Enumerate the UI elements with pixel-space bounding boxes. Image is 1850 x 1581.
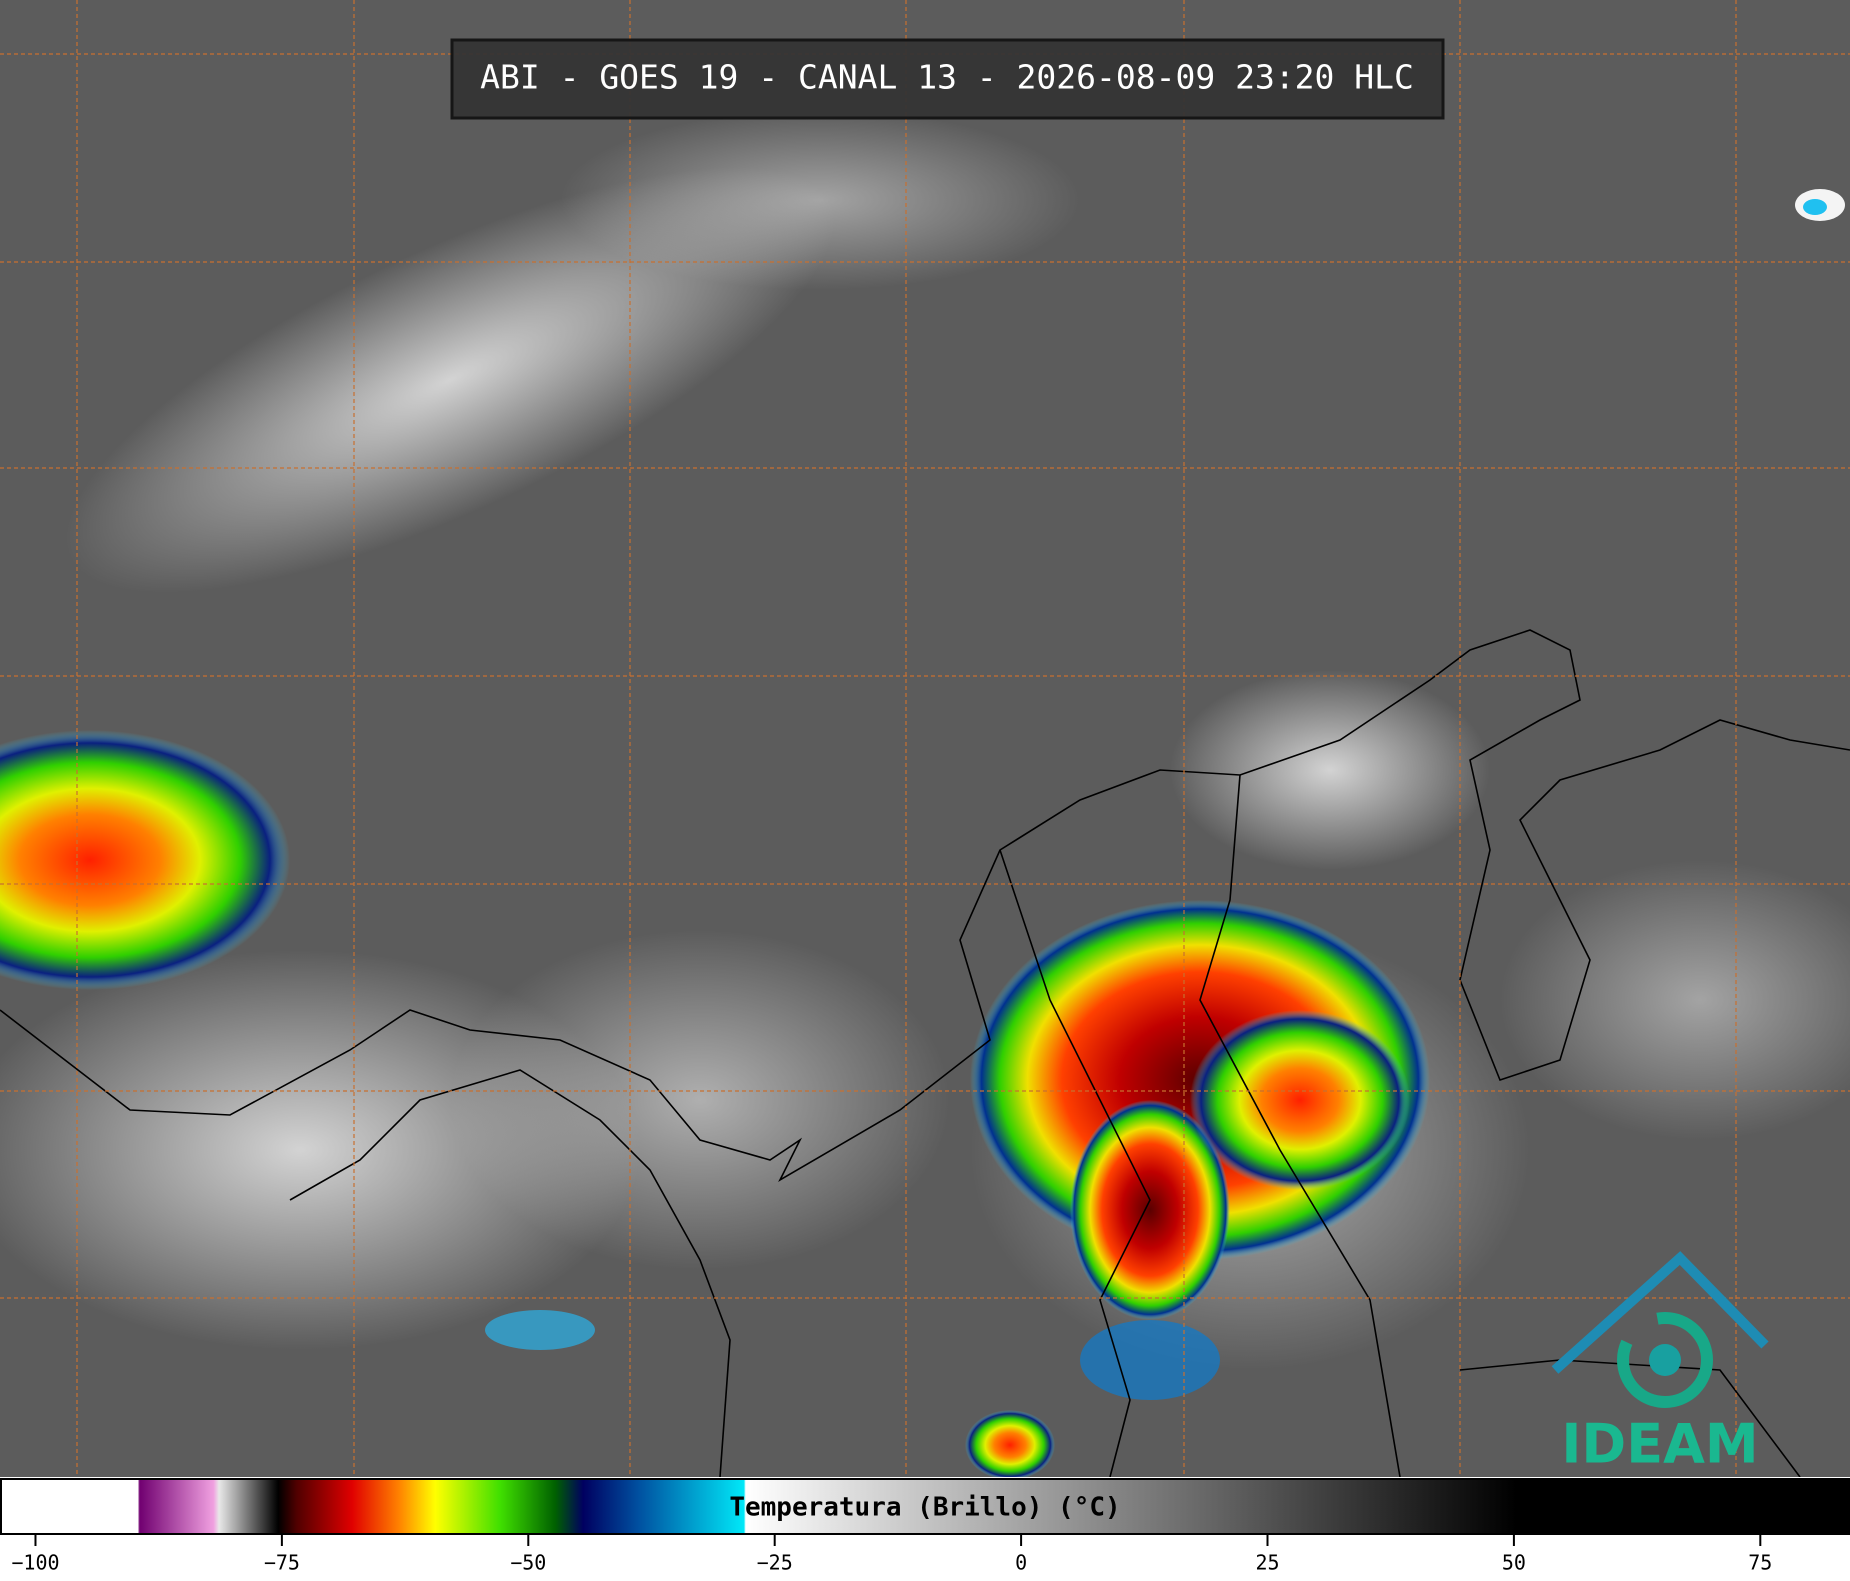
title: ABI - GOES 19 - CANAL 13 - 2026-08-09 23… [480, 58, 1414, 97]
coastlines [0, 629, 1850, 1478]
tick-label: −75 [264, 1551, 300, 1575]
logo: IDEAM [1551, 1251, 1769, 1476]
logo-text: IDEAM [1561, 1413, 1758, 1476]
colorbar-label: Temperatura (Brillo) (°C) [729, 1493, 1120, 1523]
colorbar-ticks: −100 −75 −50 −25 0 25 50 75 [11, 1534, 1772, 1575]
tick-label: 25 [1255, 1551, 1279, 1575]
tick-label: 50 [1502, 1551, 1526, 1575]
tick-label: −100 [11, 1551, 59, 1575]
convective-storms [0, 730, 1430, 1480]
tick-label: 75 [1748, 1551, 1772, 1575]
tick-label: 0 [1015, 1551, 1027, 1575]
tick-label: −50 [510, 1551, 546, 1575]
title-box [450, 38, 1445, 120]
colorbar [0, 1478, 1850, 1535]
tick-label: −25 [757, 1551, 793, 1575]
